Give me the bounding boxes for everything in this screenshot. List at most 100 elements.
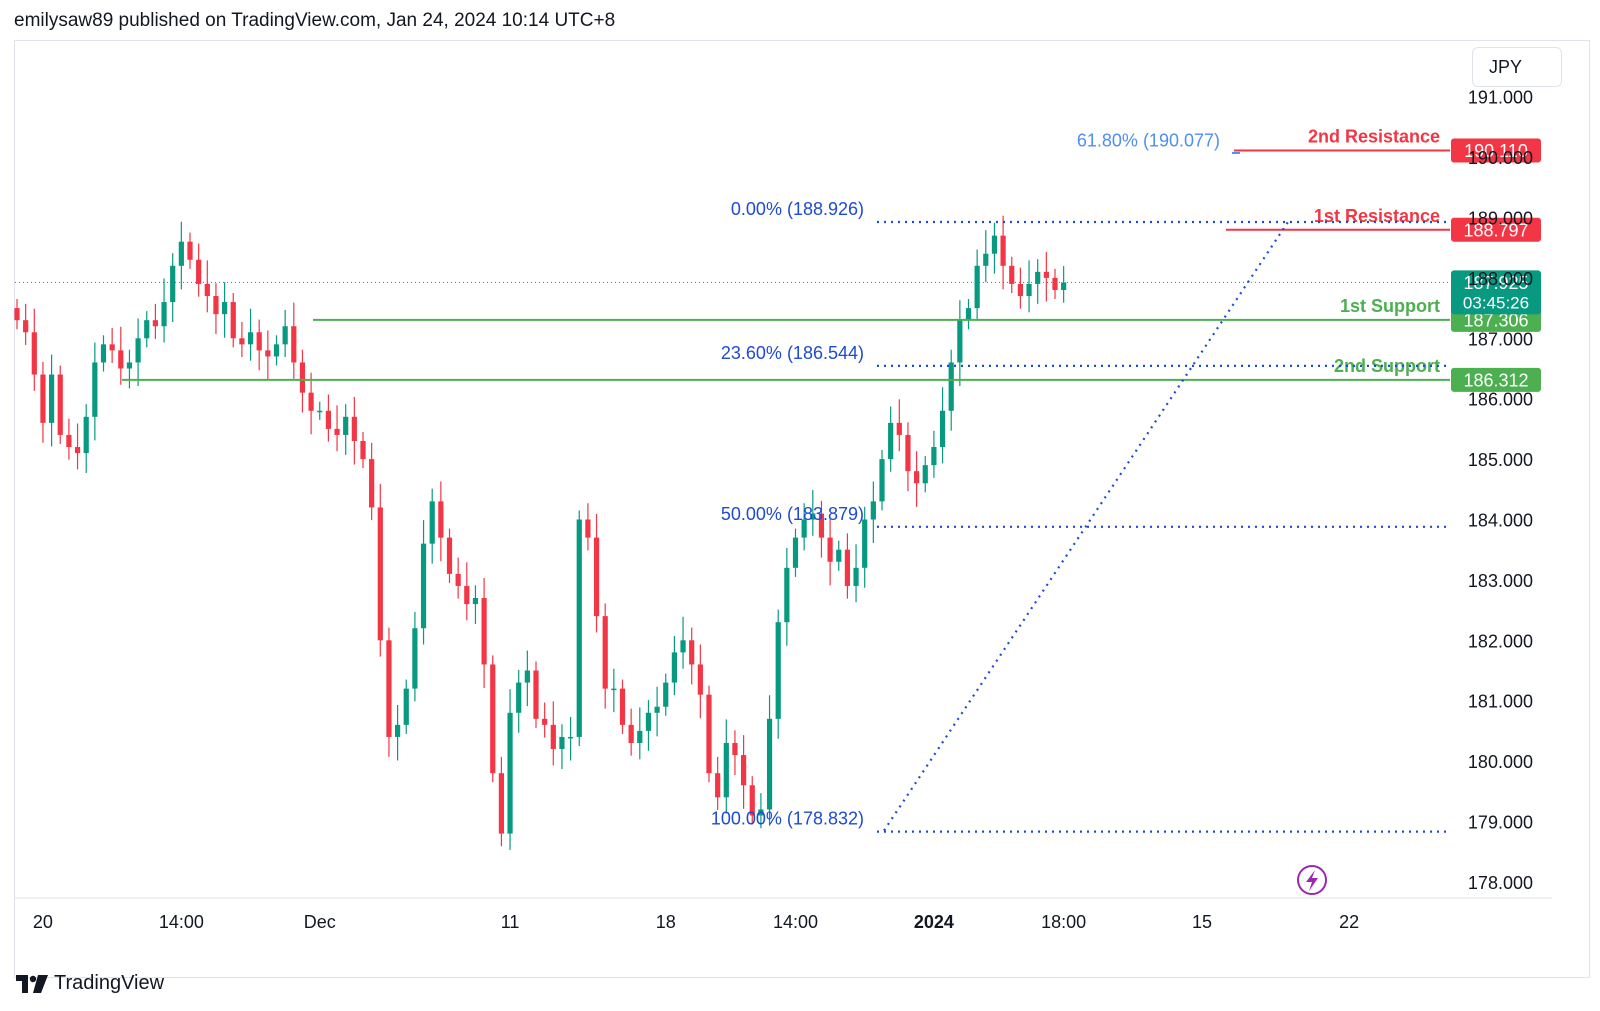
publisher-byline: emilysaw89 published on TradingView.com,… — [14, 10, 616, 31]
candle — [593, 514, 600, 633]
candle — [213, 283, 219, 335]
candle — [939, 387, 946, 464]
candle — [135, 318, 141, 387]
candle-body — [671, 652, 677, 683]
x-tick-label: 2024 — [914, 912, 954, 932]
candle-body — [1061, 282, 1067, 290]
candle-body — [66, 434, 72, 448]
candle — [222, 282, 228, 338]
candle-body — [1052, 277, 1058, 290]
level-price-label: 186.312 — [1463, 370, 1528, 390]
candle-body — [862, 519, 868, 568]
candle — [542, 702, 548, 738]
candle-body — [230, 302, 236, 339]
candle-body — [490, 664, 496, 774]
candle-body — [170, 265, 176, 303]
candle-body — [870, 501, 876, 520]
candle-body — [957, 320, 963, 363]
candle — [256, 319, 262, 371]
level-price-label: 187.306 — [1463, 310, 1528, 330]
candle — [905, 422, 911, 492]
candle — [585, 503, 591, 551]
candle — [187, 232, 193, 269]
x-tick-label: Dec — [304, 912, 336, 932]
candle — [957, 300, 963, 387]
candle-body — [481, 598, 487, 665]
candle — [844, 533, 850, 599]
candle — [49, 354, 55, 447]
y-tick-label: 185.000 — [1468, 450, 1533, 470]
candle — [178, 221, 184, 290]
currency-selector[interactable]: JPY — [1472, 47, 1562, 87]
candle — [766, 695, 773, 826]
candle — [126, 349, 133, 389]
candle-body — [723, 742, 729, 798]
candle-body — [619, 688, 626, 725]
level-label: 1st Resistance — [1314, 206, 1440, 226]
candle — [948, 349, 954, 431]
candle — [170, 253, 176, 322]
level-price-label: 188.797 — [1463, 220, 1528, 240]
candle — [92, 342, 98, 441]
candle — [403, 679, 409, 734]
candle — [559, 724, 565, 769]
x-axis: 20 14:00 Dec 11 18 14:00 2024 18:00 15 22 — [33, 912, 1359, 932]
candle — [645, 700, 652, 751]
candle — [317, 401, 323, 420]
candle-body — [222, 302, 228, 315]
candle-body — [550, 724, 556, 750]
candle — [732, 730, 738, 775]
candle-body — [291, 326, 297, 363]
candle — [377, 483, 383, 657]
candle — [14, 299, 20, 330]
candle-body — [706, 694, 712, 774]
candle — [749, 776, 755, 825]
candle — [247, 308, 254, 361]
candle-body — [602, 616, 608, 689]
candle-body — [386, 640, 392, 737]
last-price-label: 187.925 — [1463, 273, 1528, 293]
candle-body — [1035, 271, 1041, 284]
level-price-tag — [1451, 138, 1541, 163]
candle — [991, 222, 998, 274]
candle-body — [559, 736, 565, 750]
candle-body — [92, 362, 98, 417]
candle — [464, 562, 470, 621]
fib-label: 0.00% (188.926) — [731, 199, 864, 219]
x-tick-label: 18:00 — [1041, 912, 1086, 932]
y-tick-label: 180.000 — [1468, 752, 1533, 772]
candle-body — [438, 501, 444, 538]
candle — [568, 717, 574, 761]
x-tick-label: 18 — [656, 912, 676, 932]
candle — [715, 756, 721, 811]
tradingview-brand[interactable]: TradingView — [16, 972, 164, 995]
candle-body — [939, 410, 946, 448]
candle-body — [974, 265, 980, 309]
candle-body — [74, 447, 81, 454]
candle-body — [784, 567, 790, 623]
candle — [386, 627, 392, 757]
candle — [836, 540, 842, 571]
candle-body — [196, 259, 202, 284]
candles — [14, 215, 1067, 850]
candle — [204, 260, 210, 313]
candle-body — [654, 706, 660, 713]
candle-body — [524, 670, 530, 683]
candle-body — [758, 809, 764, 816]
candle-body — [325, 410, 331, 429]
candle — [741, 735, 747, 809]
candle — [801, 503, 807, 551]
fibonacci: 0.00% (188.926) 23.60% (186.544) 50.00% (1… — [711, 130, 1450, 833]
candle-body — [1009, 265, 1015, 284]
candle — [446, 528, 453, 583]
x-tick-label: 15 — [1192, 912, 1212, 932]
candle-body — [360, 440, 366, 460]
candle-body — [343, 416, 349, 435]
candle-body — [317, 410, 323, 413]
lightning-icon-bolt — [1306, 870, 1318, 891]
candle — [40, 361, 46, 443]
candle — [360, 431, 366, 469]
candle-body — [265, 350, 271, 357]
y-tick-label: 191.000 — [1468, 88, 1533, 108]
